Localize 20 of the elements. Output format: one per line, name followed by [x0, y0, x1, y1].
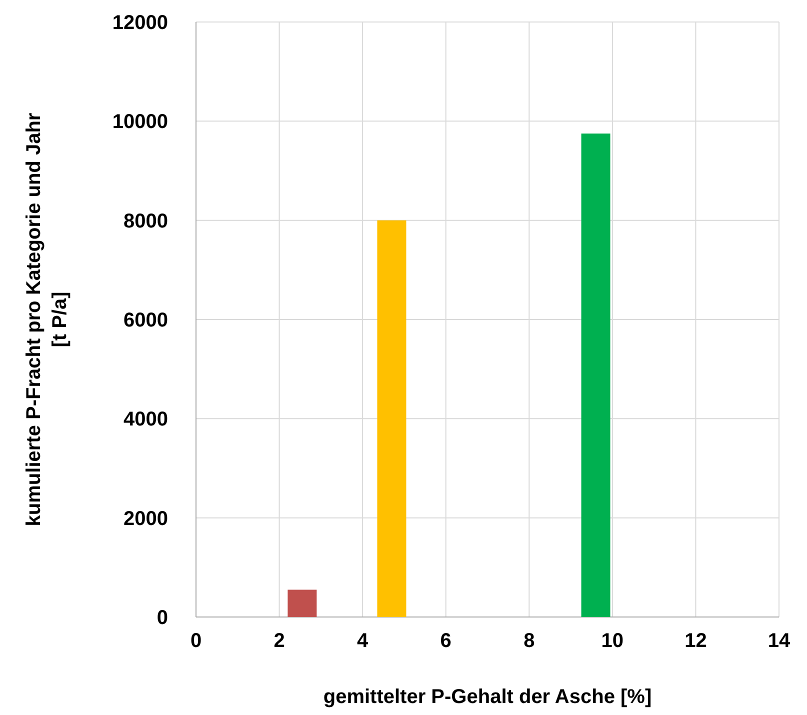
x-axis-title: gemittelter P-Gehalt der Asche [%] — [323, 686, 652, 708]
y-tick-label: 8000 — [124, 210, 168, 232]
y-axis-title: kumulierte P-Fracht pro Kategorie und Jahr [t P/a] — [23, 112, 71, 526]
x-tick-label: 8 — [524, 630, 535, 652]
bar — [288, 590, 317, 617]
x-tick-label: 14 — [768, 630, 791, 652]
y-tick-label: 12000 — [112, 12, 168, 34]
x-tick-label: 10 — [601, 630, 624, 652]
y-tick-label: 2000 — [124, 508, 168, 530]
x-tick-label: 0 — [190, 630, 202, 652]
x-tick-label: 12 — [684, 630, 707, 652]
y-tick-label: 0 — [156, 607, 168, 629]
bar — [581, 134, 610, 617]
bar — [377, 220, 406, 617]
y-tick-label: 10000 — [112, 111, 168, 134]
y-tick-label: 6000 — [124, 310, 168, 332]
x-tick-label: 4 — [357, 630, 370, 652]
y-tick-label: 4000 — [124, 408, 168, 431]
x-tick-label: 6 — [440, 630, 452, 652]
x-tick-label: 2 — [274, 630, 285, 652]
